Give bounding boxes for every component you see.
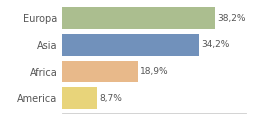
Text: 38,2%: 38,2% [218,14,246,23]
Bar [62,87,97,109]
Text: 8,7%: 8,7% [99,94,122,103]
Text: 18,9%: 18,9% [140,67,169,76]
Bar [62,7,215,29]
Bar [62,61,137,82]
Bar [62,34,199,56]
Text: 34,2%: 34,2% [201,40,230,49]
